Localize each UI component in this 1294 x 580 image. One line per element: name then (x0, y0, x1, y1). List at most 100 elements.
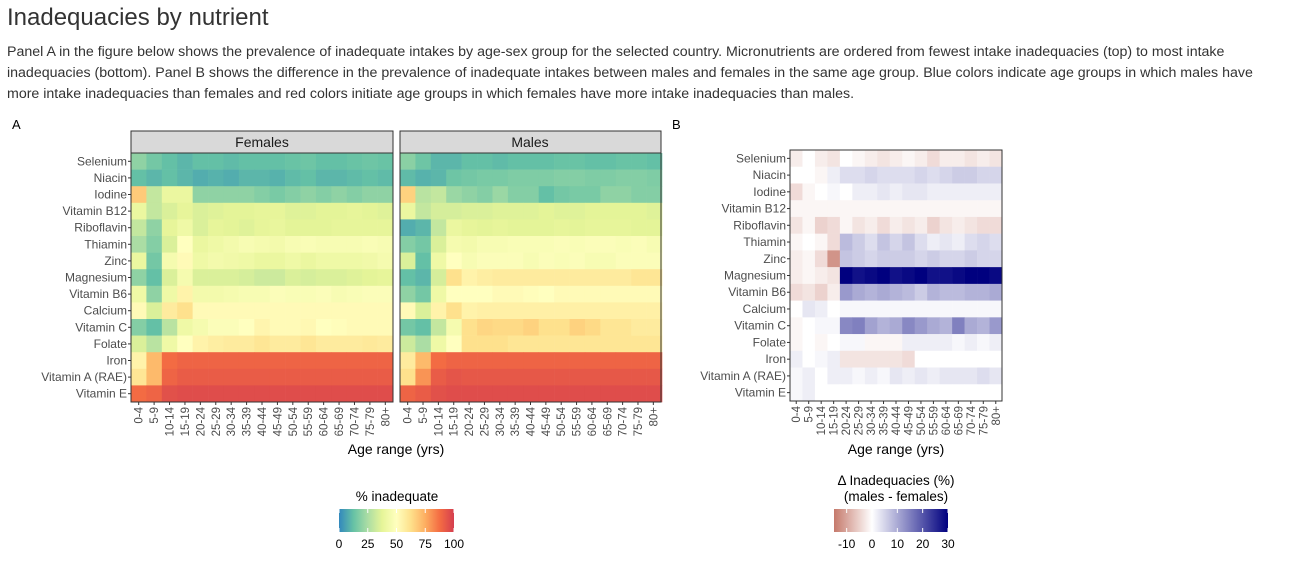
diff-tile-niacin-20-24 (839, 166, 853, 184)
heatmap-tile-males-vitamin-b12-40-44 (523, 202, 539, 220)
heatmap-tile-females-folate-35-39 (238, 335, 255, 353)
panel-b-y-label-vitamin-e: Vitamin E (735, 386, 786, 400)
heatmap-tile-females-vitamin-a-rae-70-74 (346, 368, 363, 386)
heatmap-tile-males-niacin-10-14 (430, 169, 447, 187)
heatmap-tile-females-iron-45-49 (269, 352, 286, 370)
heatmap-tile-females-vitamin-b6-65-69 (331, 285, 348, 303)
diff-tile-vitamin-c-70-74 (964, 317, 978, 335)
diff-tile-folate-20-24 (839, 334, 853, 352)
heatmap-tile-females-riboflavin-75-79 (362, 219, 378, 237)
heatmap-tile-males-niacin-55-59 (569, 169, 586, 187)
heatmap-tile-males-vitamin-e-25-29 (477, 385, 493, 403)
diff-tile-niacin-35-39 (877, 166, 891, 184)
panel-b-tag: B (672, 117, 681, 132)
diff-tile-iron-80 (989, 350, 1003, 368)
heatmap-tile-males-riboflavin-80 (646, 219, 663, 237)
diff-tile-vitamin-e-20-24 (839, 384, 853, 402)
heatmap-tile-males-magnesium-55-59 (569, 269, 586, 287)
heatmap-tile-males-calcium-45-49 (538, 302, 555, 320)
heatmap-tile-males-folate-70-74 (615, 335, 632, 353)
diff-tile-vitamin-c-35-39 (877, 317, 891, 335)
diff-tile-iron-40-44 (889, 350, 903, 368)
heatmap-tile-females-riboflavin-45-49 (269, 219, 286, 237)
heatmap-tile-males-folate-75-79 (631, 335, 647, 353)
heatmap-tile-females-selenium-70-74 (346, 153, 363, 170)
diff-tile-vitamin-b12-80 (989, 200, 1003, 218)
heatmap-tile-females-folate-50-54 (285, 335, 301, 353)
diff-tile-selenium-5-9 (802, 150, 816, 168)
heatmap-tile-males-selenium-5-9 (415, 153, 432, 170)
heatmap-tile-females-magnesium-80 (377, 269, 394, 287)
heatmap-tile-males-vitamin-a-rae-15-19 (446, 368, 462, 386)
diff-tile-vitamin-a-rae-5-9 (802, 367, 816, 385)
heatmap-tile-males-vitamin-b6-65-69 (600, 285, 617, 303)
heatmap-tile-males-iodine-65-69 (600, 186, 617, 204)
panel-a-y-label-vitamin-b12: Vitamin B12 (63, 204, 128, 218)
heatmap-tile-males-vitamin-b6-75-79 (631, 285, 647, 303)
diff-tile-calcium-60-64 (939, 300, 953, 318)
diff-tile-zinc-10-14 (814, 250, 828, 268)
diff-tile-zinc-15-19 (827, 250, 841, 268)
diff-tile-iodine-5-9 (802, 183, 816, 201)
legend-a-ticks: 0 25 50 75 100 (336, 509, 464, 551)
diff-tile-selenium-75-79 (977, 150, 990, 168)
heatmap-tile-males-vitamin-b12-0-4 (400, 202, 416, 220)
heatmap-tile-females-thiamin-45-49 (269, 236, 286, 253)
diff-tile-zinc-5-9 (802, 250, 816, 268)
heatmap-tile-females-magnesium-20-24 (192, 269, 209, 287)
heatmap-tile-males-vitamin-c-30-34 (492, 319, 509, 336)
panel-a-females-x-label-75-79: 75-79 (365, 407, 377, 436)
heatmap-tile-males-selenium-0-4 (400, 153, 416, 170)
heatmap-tile-females-selenium-10-14 (161, 153, 178, 170)
heatmap-tile-females-folate-20-24 (192, 335, 209, 353)
panel-b-y-axis: Selenium Niacin Iodine Vitamin B12 Riboflavi… (700, 151, 790, 400)
heatmap-tile-males-magnesium-65-69 (600, 269, 617, 287)
heatmap-tile-females-calcium-40-44 (254, 302, 270, 320)
panel-b-y-label-vitamin-a-rae: Vitamin A (RAE) (700, 369, 786, 383)
heatmap-tile-females-folate-45-49 (269, 335, 286, 353)
diff-tile-vitamin-a-rae-0-4 (790, 367, 803, 385)
heatmap-tile-females-vitamin-a-rae-35-39 (238, 368, 255, 386)
diff-tile-folate-30-34 (864, 334, 878, 352)
heatmap-tile-males-riboflavin-65-69 (600, 219, 617, 237)
heatmap-tile-females-calcium-45-49 (269, 302, 286, 320)
panel-a-males-x-label-40-44: 40-44 (526, 406, 538, 436)
panel-b-y-label-niacin: Niacin (753, 168, 786, 182)
panel-b-y-label-selenium: Selenium (736, 151, 786, 165)
heatmap-tile-males-folate-25-29 (477, 335, 493, 353)
heatmap-tile-males-iron-5-9 (415, 352, 432, 370)
heatmap-tile-females-calcium-75-79 (362, 302, 378, 320)
heatmap-tile-males-vitamin-a-rae-10-14 (430, 368, 447, 386)
heatmap-tile-males-iron-55-59 (569, 352, 586, 370)
diff-tile-thiamin-80 (989, 233, 1003, 251)
heatmap-tile-males-calcium-15-19 (446, 302, 462, 320)
panel-a-males-x-label-45-49: 45-49 (541, 407, 553, 436)
facet-label-males: Males (511, 134, 548, 150)
heatmap-tile-males-vitamin-c-20-24 (461, 319, 478, 336)
heatmap-tile-females-zinc-50-54 (285, 252, 301, 270)
panel-b-x-label-65-69: 65-69 (953, 406, 965, 435)
diff-tile-thiamin-30-34 (864, 233, 878, 251)
heatmap-tile-males-niacin-65-69 (600, 169, 617, 187)
panel-a-males-x-label-20-24: 20-24 (464, 406, 476, 436)
heatmap-tile-females-selenium-25-29 (208, 153, 224, 170)
diff-tile-thiamin-75-79 (977, 233, 990, 251)
diff-tile-folate-35-39 (877, 334, 891, 352)
diff-tile-vitamin-b12-40-44 (889, 200, 903, 218)
diff-tile-riboflavin-60-64 (939, 216, 953, 234)
heatmap-tile-males-thiamin-40-44 (523, 236, 539, 253)
diff-tile-zinc-20-24 (839, 250, 853, 268)
heatmap-tile-males-iron-20-24 (461, 352, 478, 370)
diff-tile-iodine-70-74 (964, 183, 978, 201)
heatmap-tile-males-zinc-65-69 (600, 252, 617, 270)
heatmap-tile-females-vitamin-b6-10-14 (161, 285, 178, 303)
diff-tile-iron-50-54 (914, 350, 928, 368)
diff-tile-magnesium-80 (989, 267, 1003, 285)
diff-tile-zinc-80 (989, 250, 1003, 268)
panel-a-females-x-label-0-4: 0-4 (134, 406, 146, 423)
heatmap-tile-females-vitamin-b6-50-54 (285, 285, 301, 303)
diff-tile-iron-60-64 (939, 350, 953, 368)
diff-tile-iron-5-9 (802, 350, 816, 368)
heatmap-tile-females-iodine-80 (377, 186, 394, 204)
